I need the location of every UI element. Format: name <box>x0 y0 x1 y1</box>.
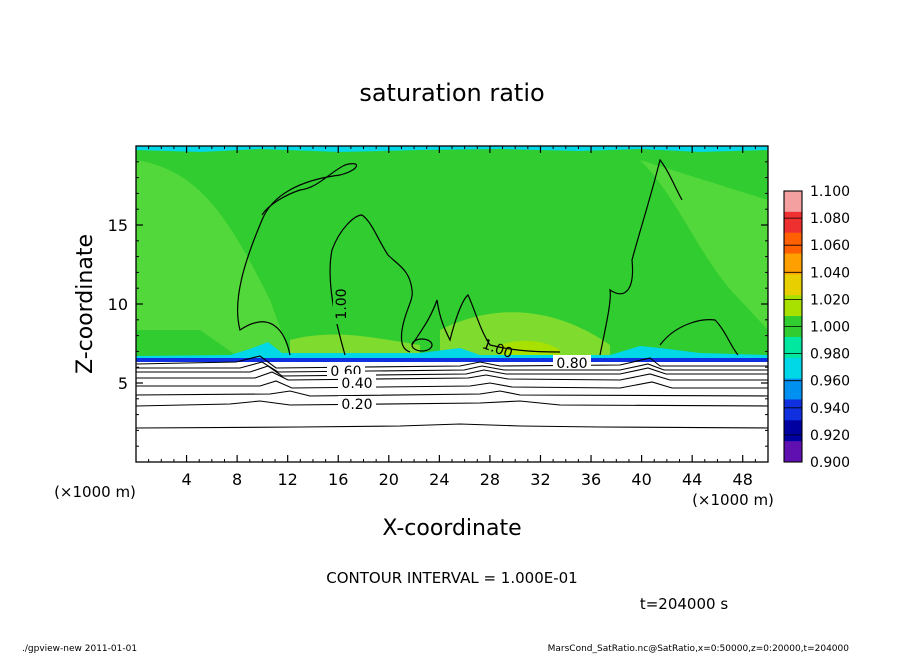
colorbar-label: 0.940 <box>810 401 850 417</box>
colorbar-label: 0.960 <box>810 374 850 390</box>
x-tick-label: 24 <box>429 470 449 489</box>
colorbar-label: 1.100 <box>810 184 850 200</box>
field-patch-light <box>290 334 420 358</box>
x-axis-label: X-coordinate <box>382 516 521 541</box>
contour-label: 1.00 <box>334 288 350 319</box>
colorbar: 1.100 1.080 1.060 1.040 1.020 1.000 0.980 0.960… <box>783 184 850 471</box>
plot-area: 1.00 0.60 0.40 0.20 1.00 0.80 <box>135 145 769 463</box>
colorbar-swatch <box>784 441 802 463</box>
contour-label-bg <box>327 362 365 376</box>
y-axis: 5 10 15 <box>108 161 768 447</box>
x-tick-label: 32 <box>530 470 550 489</box>
contour-line <box>136 365 768 377</box>
chart-title: saturation ratio <box>359 79 544 107</box>
contours-lower <box>135 355 769 429</box>
x-tick-label: 40 <box>631 470 651 489</box>
colorbar-swatch <box>784 274 802 296</box>
colorbar-swatch <box>784 378 802 400</box>
x-tick-label: 16 <box>328 470 348 489</box>
contour-line <box>136 380 768 389</box>
contour-label-bg <box>338 374 376 388</box>
colorbar-swatch <box>784 211 802 234</box>
x-tick-label: 4 <box>181 470 191 489</box>
contour-line <box>329 214 413 356</box>
colorbar-swatch <box>784 357 802 380</box>
y-tick-label: 5 <box>118 374 128 393</box>
colorbar-swatch <box>784 295 802 317</box>
contour-interval-text: CONTOUR INTERVAL = 1.000E-01 <box>326 569 577 587</box>
field-patch-light <box>640 160 768 330</box>
colorbar-label: 1.060 <box>810 238 850 254</box>
contour-line <box>599 158 683 356</box>
field-lower-layer <box>136 361 768 462</box>
colorbar-label: 0.980 <box>810 347 850 363</box>
contour-label: 0.20 <box>341 397 372 413</box>
contour-line <box>135 423 769 429</box>
contour-line <box>135 355 768 369</box>
x-tick-label: 8 <box>232 470 242 489</box>
contour-line <box>135 390 769 397</box>
colorbar-swatch <box>784 253 802 275</box>
field-patch-light <box>440 312 610 358</box>
contour-line <box>136 371 768 381</box>
field-patch-light <box>500 340 560 358</box>
contour-label: 0.80 <box>556 356 587 372</box>
x-tick-label: 12 <box>278 470 298 489</box>
contour-line <box>659 319 739 356</box>
x-tick-label: 28 <box>480 470 500 489</box>
field-patch-light <box>136 160 290 358</box>
field-boundary-cyan <box>136 342 768 358</box>
y-tick-label: 10 <box>108 295 128 314</box>
contour-label-bg <box>338 396 376 410</box>
colorbar-swatch <box>784 420 802 442</box>
colorbar-swatch <box>784 191 802 213</box>
footer-left: ./gpview-new 2011-01-01 <box>22 644 137 654</box>
colorbar-label: 1.040 <box>810 265 850 281</box>
colorbar-label: 0.920 <box>810 428 850 444</box>
contour-line <box>237 163 357 356</box>
contours-upper <box>237 158 739 356</box>
x-tick-label: 48 <box>733 470 753 489</box>
colorbar-swatch <box>784 336 802 359</box>
x-tick-label: 36 <box>581 470 601 489</box>
time-text: t=204000 s <box>640 595 728 613</box>
x-axis: 4 8 12 16 20 24 28 32 36 40 44 48 <box>148 146 756 489</box>
x-unit-left: (×1000 m) <box>54 483 136 501</box>
colorbar-label: 0.900 <box>810 455 850 471</box>
colorbar-swatch <box>784 232 802 255</box>
contour-labels: 1.00 0.60 0.40 0.20 1.00 0.80 <box>327 284 591 413</box>
y-axis-label: Z-coordinate <box>73 234 98 374</box>
x-tick-label: 44 <box>682 470 702 489</box>
contour-line <box>135 400 769 407</box>
colorbar-label: 1.080 <box>810 211 850 227</box>
colorbar-label: 1.020 <box>810 292 850 308</box>
contour-label: 0.40 <box>341 376 372 392</box>
contour-label-bg <box>553 355 591 368</box>
y-tick-label: 15 <box>108 216 128 235</box>
contour-line <box>411 338 433 352</box>
contour-line <box>136 361 768 373</box>
colorbar-swatch <box>784 399 802 421</box>
footer-right: MarsCond_SatRatio.nc@SatRatio,x=0:50000,… <box>548 644 850 654</box>
colorbar-label: 1.000 <box>810 320 850 336</box>
contour-label-bg <box>333 284 349 324</box>
contour-line <box>411 294 561 353</box>
x-unit-right: (×1000 m) <box>692 491 774 509</box>
x-tick-label: 20 <box>379 470 399 489</box>
